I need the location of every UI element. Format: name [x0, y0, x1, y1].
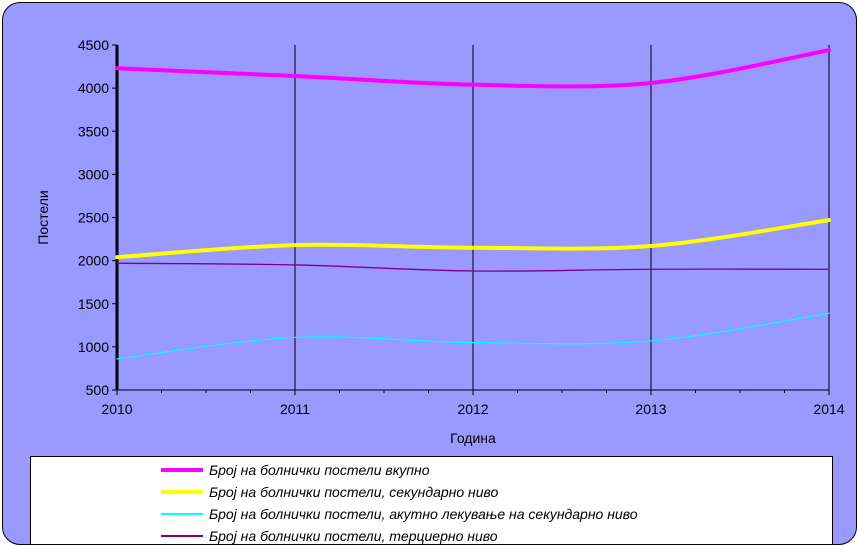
legend-swatch-3	[161, 513, 203, 515]
legend-label-3: Број на болнички постели, акутно лекувањ…	[209, 506, 638, 522]
x-axis-title: Година	[450, 430, 496, 446]
y-axis-title: Постели	[35, 190, 51, 244]
legend-label-4: Број на болнички постели, терциерно ниво	[209, 528, 498, 544]
y-tick-label-1000: 1000	[78, 339, 109, 355]
legend-item-4: Број на болнички постели, терциерно ниво	[161, 525, 498, 544]
x-tick-label-2011: 2011	[280, 401, 310, 417]
line-chart: 500 1000 1500 2000 2500 3000 3500 4000 4500 2010 2…	[35, 37, 845, 446]
legend-item-1: Број на болнички постели вкупно	[161, 459, 430, 481]
legend-swatch-1	[161, 468, 203, 472]
series-line-4	[116, 262, 830, 272]
series-line-3	[116, 312, 830, 360]
y-tick-label-2000: 2000	[78, 253, 109, 269]
y-tick-label-3000: 3000	[78, 166, 109, 182]
y-tick-label-4000: 4000	[78, 80, 109, 96]
x-tick-label-2012: 2012	[457, 401, 488, 417]
legend-label-2: Број на болнички постели, секундарно нив…	[209, 484, 499, 500]
series-line-1	[115, 48, 831, 89]
y-tick-label-2500: 2500	[78, 210, 109, 226]
legend: Број на болнички постели вкупно Број на б…	[30, 456, 833, 544]
legend-swatch-4	[161, 535, 203, 537]
legend-swatch-2	[161, 490, 203, 494]
x-tick-label-2014: 2014	[813, 401, 844, 417]
legend-item-2: Број на болнички постели, секундарно нив…	[161, 481, 498, 503]
y-tick-label-500: 500	[86, 382, 110, 398]
x-tick-label-2013: 2013	[635, 401, 666, 417]
legend-item-3: Број на болнички постели, акутно лекувањ…	[161, 503, 638, 525]
y-tick-label-1500: 1500	[78, 296, 109, 312]
y-tick-label-4500: 4500	[78, 37, 109, 53]
x-tick-label-2010: 2010	[101, 401, 132, 417]
legend-label-1: Број на болнички постели вкупно	[209, 462, 430, 478]
series-line-2	[115, 218, 831, 260]
y-tick-label-3500: 3500	[78, 123, 109, 139]
